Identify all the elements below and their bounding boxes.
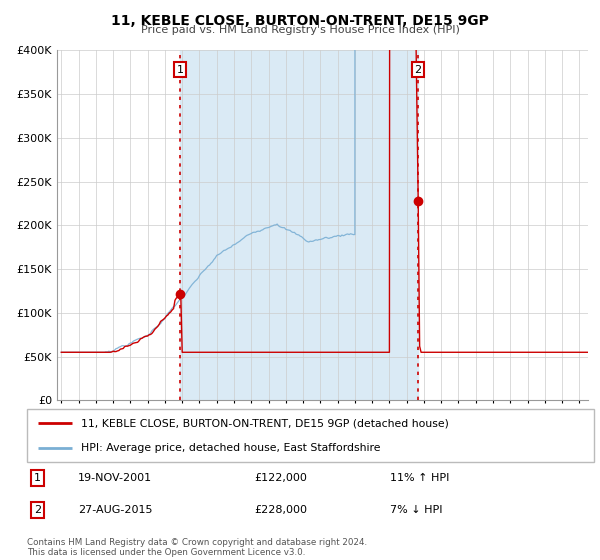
Bar	[180, 50, 418, 400]
Text: £228,000: £228,000	[254, 505, 307, 515]
Text: 1: 1	[34, 473, 41, 483]
Text: 2: 2	[34, 505, 41, 515]
Text: Contains HM Land Registry data © Crown copyright and database right 2024.
This d: Contains HM Land Registry data © Crown c…	[27, 538, 367, 557]
Text: Price paid vs. HM Land Registry's House Price Index (HPI): Price paid vs. HM Land Registry's House …	[140, 25, 460, 35]
Text: 11, KEBLE CLOSE, BURTON-ON-TRENT, DE15 9GP: 11, KEBLE CLOSE, BURTON-ON-TRENT, DE15 9…	[111, 14, 489, 28]
Text: 11, KEBLE CLOSE, BURTON-ON-TRENT, DE15 9GP (detached house): 11, KEBLE CLOSE, BURTON-ON-TRENT, DE15 9…	[81, 418, 449, 428]
Text: HPI: Average price, detached house, East Staffordshire: HPI: Average price, detached house, East…	[81, 442, 380, 452]
Text: £122,000: £122,000	[254, 473, 307, 483]
Text: 11% ↑ HPI: 11% ↑ HPI	[390, 473, 449, 483]
Text: 1: 1	[176, 64, 184, 74]
Text: 19-NOV-2001: 19-NOV-2001	[78, 473, 152, 483]
Text: 7% ↓ HPI: 7% ↓ HPI	[390, 505, 442, 515]
Text: 27-AUG-2015: 27-AUG-2015	[78, 505, 152, 515]
Text: 2: 2	[415, 64, 421, 74]
